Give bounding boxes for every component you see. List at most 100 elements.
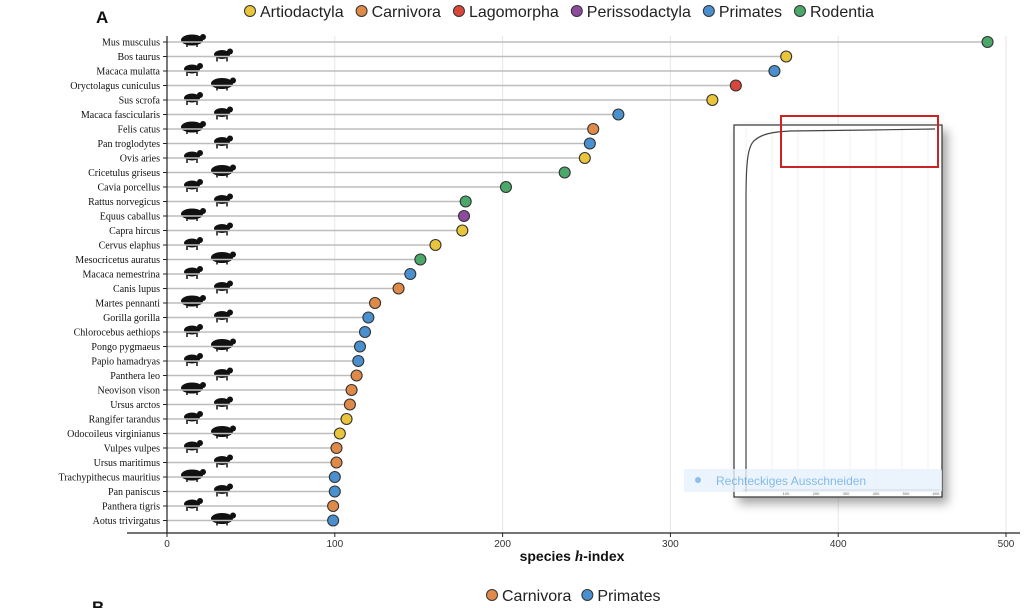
silhouette-ursus-maritimus: [214, 454, 233, 468]
point-capra-hircus: [456, 224, 469, 237]
inset-tick-100: 100: [783, 491, 790, 496]
label-capra-hircus: Capra hircus: [109, 226, 160, 237]
inset-tick-200: 200: [813, 491, 820, 496]
inset-tick-400: 400: [873, 491, 880, 496]
point-felis-catus: [587, 122, 600, 136]
silhouette-neovison-vison: [181, 382, 206, 395]
label-rangifer-tarandus: Rangifer tarandus: [89, 415, 160, 426]
label-sus-scrofa: Sus scrofa: [119, 96, 161, 107]
silhouette-gorilla-gorilla: [214, 309, 233, 323]
label-bos-taurus: Bos taurus: [118, 52, 161, 63]
point-chlorocebus-aethiops: [358, 325, 372, 339]
silhouette-cavia-porcellus: [184, 179, 203, 192]
legend-item-rodentia: Rodentia: [793, 4, 874, 21]
legend-item-primates: Primates: [702, 4, 782, 21]
legend-b-item-primates: Primates: [581, 588, 660, 605]
silhouette-capra-hircus: [214, 222, 233, 236]
label-panthera-tigris: Panthera tigris: [102, 502, 160, 513]
silhouette-felis-catus: [181, 121, 206, 134]
label-ursus-arctos: Ursus arctos: [110, 400, 160, 411]
legend-label-perissodactyla: Perissodactyla: [587, 4, 691, 21]
legend-label-rodentia: Rodentia: [810, 4, 874, 21]
label-equus-caballus: Equus caballus: [100, 212, 160, 223]
silhouette-rattus-norvegicus: [214, 193, 233, 207]
panel-a-label: A: [96, 8, 108, 27]
silhouette-panthera-tigris: [184, 498, 203, 511]
silhouette-aotus-trivirgatus: [211, 512, 236, 526]
label-cricetulus-griseus: Cricetulus griseus: [88, 168, 160, 179]
point-sus-scrofa: [706, 93, 719, 107]
point-gorilla-gorilla: [362, 311, 375, 324]
silhouette-papio-hamadryas: [184, 353, 203, 366]
silhouette-macaca-nemestrina: [184, 266, 203, 279]
silhouette-cervus-elaphus: [184, 237, 203, 250]
point-neovison-vison: [345, 383, 358, 397]
legend-label-lagomorpha: Lagomorpha: [469, 4, 559, 21]
legend-item-carnivora: Carnivora: [355, 4, 441, 21]
point-ursus-maritimus: [330, 456, 343, 469]
silhouette-pongo-pygmaeus: [211, 338, 236, 352]
plot-marks: [167, 35, 994, 527]
inset-tick-labels: 100 200 300 400 500 600: [783, 491, 940, 496]
legend-swatch-perissodactyla: [570, 5, 583, 17]
inset-zoom-view: 100 200 300 400 500 600 Rechteckiges Ausschne…: [684, 115, 943, 498]
point-martes-pennanti: [369, 296, 382, 310]
tooltip-crop[interactable]: Rechteckiges Ausschneiden: [684, 469, 942, 492]
legend-b-swatch-primates: [581, 589, 594, 601]
point-oryctolagus-cuniculus: [729, 79, 742, 92]
x-tick-label-300: 300: [662, 539, 679, 550]
legend-swatch-lagomorpha: [452, 5, 465, 17]
tooltip-background: [684, 469, 942, 492]
legend-label-artiodactyla: Artiodactyla: [260, 4, 344, 21]
silhouette-sus-scrofa: [184, 92, 203, 105]
label-pan-paniscus: Pan paniscus: [108, 487, 160, 498]
silhouette-ursus-arctos: [214, 396, 233, 410]
silhouette-chlorocebus-aethiops: [184, 324, 203, 337]
label-macaca-mulatta: Macaca mulatta: [96, 67, 160, 78]
silhouette-vulpes-vulpes: [184, 440, 203, 453]
point-ovis-aries: [578, 151, 591, 165]
label-odocoileus-virginianus: Odocoileus virginianus: [67, 429, 160, 440]
label-pongo-pygmaeus: Pongo pygmaeus: [91, 342, 160, 353]
legend-label-primates: Primates: [719, 4, 782, 21]
label-panthera-leo: Panthera leo: [110, 371, 160, 382]
point-bos-taurus: [780, 50, 793, 63]
inset-highlight-box: [780, 115, 939, 168]
silhouette-macaca-mulatta: [184, 63, 203, 76]
species-labels: Mus musculus Bos taurus Macaca mulatta Oryc…: [58, 38, 167, 527]
label-canis-lupus: Canis lupus: [113, 284, 160, 295]
x-tick-label-500: 500: [998, 539, 1015, 550]
legend-orders: Artiodactyla Carnivora Lagomorpha Perissoda…: [244, 4, 874, 21]
silhouette-mus-musculus: [181, 34, 206, 47]
label-ovis-aries: Ovis aries: [120, 154, 160, 165]
silhouette-equus-caballus: [181, 208, 206, 221]
point-cervus-elaphus: [429, 238, 442, 252]
inset-curve: [745, 128, 936, 492]
label-aotus-trivirgatus: Aotus trivirgatus: [93, 516, 160, 527]
label-oryctolagus-cuniculus: Oryctolagus cuniculus: [70, 81, 160, 92]
legend-b-label-carnivora: Carnivora: [502, 588, 571, 605]
label-rattus-norvegicus: Rattus norvegicus: [88, 197, 160, 208]
x-tick-label-400: 400: [830, 539, 847, 550]
inset-tick-300: 300: [843, 491, 850, 496]
point-pan-paniscus: [328, 485, 341, 498]
silhouette-pan-troglodytes: [214, 135, 233, 149]
crop-icon: [695, 477, 701, 483]
label-martes-pennanti: Martes pennanti: [95, 299, 160, 310]
point-macaca-fascicularis: [612, 108, 625, 121]
point-rangifer-tarandus: [340, 412, 353, 426]
x-tick-label-0: 0: [164, 539, 170, 550]
tooltip-label: Rechteckiges Ausschneiden: [716, 474, 866, 488]
label-vulpes-vulpes: Vulpes vulpes: [104, 444, 160, 455]
point-vulpes-vulpes: [330, 441, 343, 455]
label-pan-troglodytes: Pan troglodytes: [98, 139, 161, 150]
point-equus-caballus: [457, 209, 471, 223]
panel-b-label: B: [92, 598, 104, 608]
legend-swatch-carnivora: [355, 5, 368, 17]
point-mus-musculus: [981, 35, 994, 49]
legend-panel-b: Carnivora Primates: [486, 588, 660, 605]
label-chlorocebus-aethiops: Chlorocebus aethiops: [74, 328, 160, 339]
silhouette-mesocricetus-auratus: [211, 251, 236, 265]
point-cavia-porcellus: [499, 180, 513, 194]
legend-b-item-carnivora: Carnivora: [486, 588, 571, 605]
